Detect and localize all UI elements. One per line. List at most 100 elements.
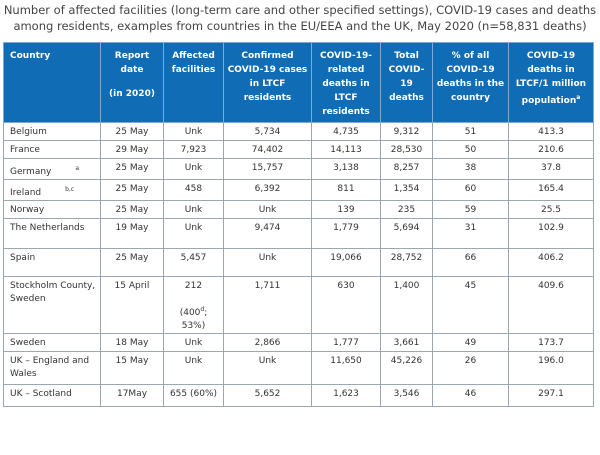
table-row: UK – England and Wales 15 May Unk Unk 11,650… xyxy=(3,351,594,385)
cell-per-million: 102.9 xyxy=(508,218,594,249)
confirmed-value: 9,474 xyxy=(254,223,281,233)
pct-value: 51 xyxy=(464,127,477,137)
cell-total: 235 xyxy=(380,200,433,219)
related-value: 630 xyxy=(337,281,355,291)
affected-value: Unk xyxy=(184,163,203,173)
cell-country: Norway xyxy=(3,200,101,219)
header-report-date-line1: Report xyxy=(114,51,150,61)
cell-affected: Unk xyxy=(163,218,224,249)
header-row: Country Report date (in 2020) Affected f… xyxy=(3,42,594,123)
country-name: The Netherlands xyxy=(10,223,85,233)
per-million-value: 37.8 xyxy=(540,163,562,173)
cell-total: 1,354 xyxy=(380,179,433,201)
table-row: Sweden 18 May Unk 2,866 1,777 3,661 49 173.7 xyxy=(3,333,594,352)
cell-per-million: 413.3 xyxy=(508,122,594,141)
cell-affected: 212 (400d; 53%) xyxy=(163,276,224,334)
cell-per-million: 165.4 xyxy=(508,179,594,201)
cell-date: 15 May xyxy=(100,351,164,385)
per-million-value: 210.6 xyxy=(538,145,564,155)
cell-confirmed: 6,392 xyxy=(223,179,312,201)
affected-value: Unk xyxy=(184,127,203,137)
cell-per-million: 173.7 xyxy=(508,333,594,352)
cell-pct: 45 xyxy=(432,276,509,334)
cell-country: Spain xyxy=(3,248,101,277)
total-value: 28,752 xyxy=(390,253,423,263)
cell-total: 8,257 xyxy=(380,158,433,180)
confirmed-value: Unk xyxy=(258,205,277,215)
cell-confirmed: Unk xyxy=(223,351,312,385)
table-row: Norway 25 May Unk Unk 139 235 59 25.5 xyxy=(3,200,594,219)
total-value: 9,312 xyxy=(393,127,420,137)
related-value: 3,138 xyxy=(333,163,359,173)
cell-confirmed: 5,652 xyxy=(223,384,312,407)
per-million-value: 25.5 xyxy=(540,205,562,215)
header-total-deaths: Total COVID-19 deaths xyxy=(380,42,433,123)
header-affected: Affected facilities xyxy=(163,42,224,123)
cell-confirmed: Unk xyxy=(223,200,312,219)
related-value: 1,777 xyxy=(333,338,359,348)
pct-value: 46 xyxy=(464,389,477,399)
country-footnote: a xyxy=(75,165,80,172)
confirmed-value: Unk xyxy=(258,356,277,366)
cell-country: UK – England and Wales xyxy=(3,351,101,385)
per-million-value: 297.1 xyxy=(538,389,564,399)
pct-value: 45 xyxy=(464,281,477,291)
date-value: 15 April xyxy=(114,281,150,291)
confirmed-value: 1,711 xyxy=(254,281,281,291)
total-value: 1,400 xyxy=(393,281,420,291)
per-million-value: 196.0 xyxy=(538,356,564,366)
cell-affected: 655 (60%) xyxy=(163,384,224,407)
cell-pct: 50 xyxy=(432,140,509,159)
table-row: Stockholm County, Sweden 15 April 212 (400d… xyxy=(3,276,594,334)
pct-value: 60 xyxy=(464,184,477,194)
cell-country: Germany a xyxy=(3,158,101,180)
pct-value: 38 xyxy=(464,163,477,173)
header-affected-line2: facilities xyxy=(171,65,216,75)
cell-affected: Unk xyxy=(163,158,224,180)
cell-affected: Unk xyxy=(163,333,224,352)
cell-per-million: 25.5 xyxy=(508,200,594,219)
header-confirmed: Confirmed COVID-19 cases in LTCF residen… xyxy=(223,42,312,123)
total-value: 45,226 xyxy=(390,356,423,366)
confirmed-value: 6,392 xyxy=(254,184,281,194)
cell-per-million: 409.6 xyxy=(508,276,594,334)
confirmed-value: Unk xyxy=(258,253,277,263)
related-value: 1,779 xyxy=(333,223,359,233)
cell-date: 25 May xyxy=(100,200,164,219)
country-name: Sweden xyxy=(10,338,46,348)
affected-value: 655 (60%) xyxy=(169,389,218,399)
cell-related: 1,623 xyxy=(311,384,381,407)
table-caption: Number of affected facilities (long-term… xyxy=(0,2,600,34)
cell-affected: 5,457 xyxy=(163,248,224,277)
pct-value: 31 xyxy=(464,223,477,233)
affected-value: 7,923 xyxy=(180,145,207,155)
cell-confirmed: 2,866 xyxy=(223,333,312,352)
cell-date: 15 April xyxy=(100,276,164,334)
confirmed-value: 15,757 xyxy=(251,163,284,173)
total-value: 1,354 xyxy=(393,184,420,194)
related-value: 1,623 xyxy=(333,389,359,399)
affected-value: 458 xyxy=(184,184,203,194)
affected-note-tail: ; 53%) xyxy=(181,308,208,331)
cell-date: 25 May xyxy=(100,179,164,201)
cell-per-million: 196.0 xyxy=(508,351,594,385)
country-footnote: b,c xyxy=(65,186,75,193)
per-million-value: 173.7 xyxy=(538,338,564,348)
per-million-value: 409.6 xyxy=(538,281,564,291)
pct-value: 59 xyxy=(464,205,477,215)
cell-date: 25 May xyxy=(100,248,164,277)
cell-date: 29 May xyxy=(100,140,164,159)
header-per-million: COVID-19 deaths in LTCF/1 million popula… xyxy=(508,42,594,123)
related-value: 14,113 xyxy=(330,145,362,155)
header-country: Country xyxy=(3,42,101,123)
cell-confirmed: 15,757 xyxy=(223,158,312,180)
table-row: The Netherlands 19 May Unk 9,474 1,779 5,694 3… xyxy=(3,218,594,249)
per-million-value: 102.9 xyxy=(538,223,564,233)
cell-total: 3,546 xyxy=(380,384,433,407)
cell-country: The Netherlands xyxy=(3,218,101,249)
related-value: 139 xyxy=(337,205,355,215)
country-name: Germany xyxy=(10,167,52,177)
cell-total: 5,694 xyxy=(380,218,433,249)
date-value: 29 May xyxy=(115,145,149,155)
caption-line-2: among residents, examples from countries… xyxy=(13,19,587,33)
